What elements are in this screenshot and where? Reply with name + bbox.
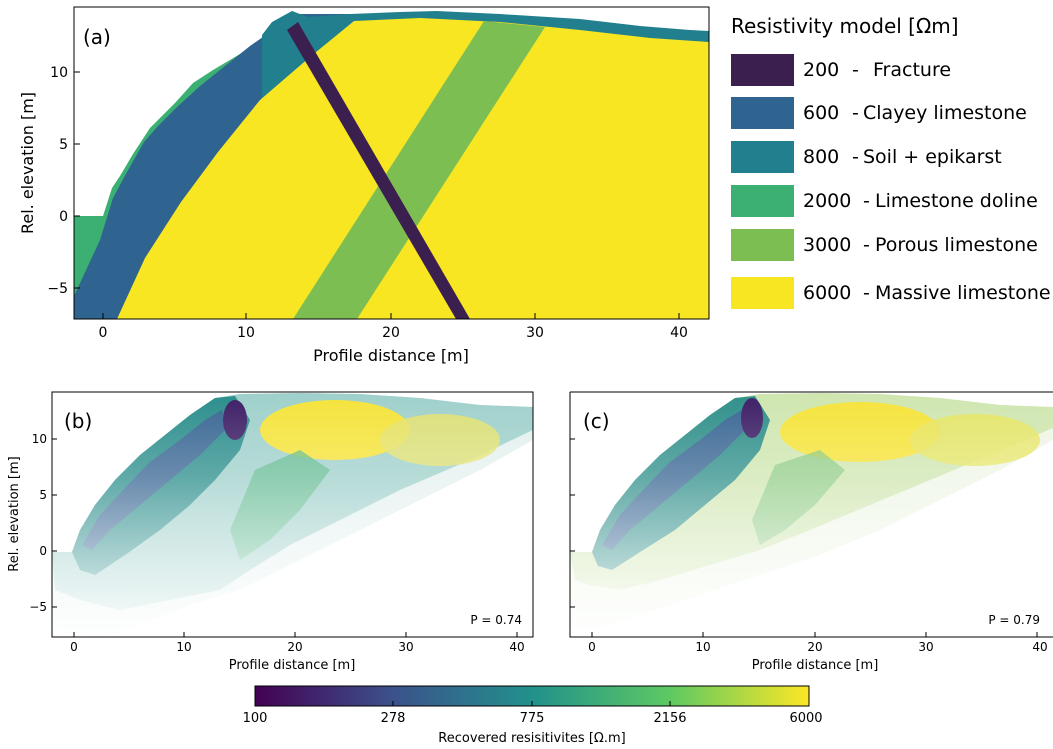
y-tick-label: 5 [39, 488, 47, 502]
inversion-result-c [570, 392, 1053, 637]
legend-value: 200 [803, 59, 839, 81]
x-tick-label: 30 [526, 325, 544, 341]
x-tick-label: 40 [670, 325, 688, 341]
legend-sep: - [852, 59, 859, 81]
panel-b: 0 10 20 30 40 10 5 0 −5 (b) P = 0.74 Pro… [7, 391, 534, 673]
legend-item-fracture: 200 - Fracture [731, 54, 951, 86]
y-axis-label: Rel. elevation [m] [7, 456, 22, 571]
x-tick-label: 20 [807, 640, 822, 654]
x-tick-label: 30 [398, 640, 413, 654]
x-tick-label: 40 [1032, 640, 1047, 654]
y-tick-label: 10 [32, 432, 47, 446]
legend-name: Clayey limestone [863, 102, 1027, 124]
panel-b-xticks: 0 10 20 30 40 [70, 632, 525, 654]
colorbar-tick-label: 278 [381, 711, 406, 726]
y-axis-label: Rel. elevation [m] [18, 92, 37, 234]
panel-c-yticks [570, 438, 575, 608]
panel-a-yticks: 10 5 0 −5 [47, 65, 80, 297]
depth-fade [52, 392, 533, 637]
x-axis-label: Profile distance [m] [229, 658, 356, 673]
goodness-annotation-b: P = 0.74 [470, 613, 522, 627]
legend-value: 6000 [803, 282, 851, 304]
legend-sep: - [863, 282, 870, 304]
legend-name: Limestone doline [875, 190, 1038, 212]
x-tick-label: 0 [588, 640, 596, 654]
y-tick-label: 5 [59, 137, 68, 153]
layer-porous-limestone [293, 21, 545, 319]
y-tick-label: 10 [50, 65, 68, 81]
legend-value: 800 [803, 146, 839, 168]
x-tick-label: 20 [287, 640, 302, 654]
legend-swatch [731, 229, 794, 261]
x-tick-label: 0 [99, 325, 108, 341]
x-axis-label: Profile distance [m] [313, 346, 469, 365]
y-tick-label: 0 [59, 209, 68, 225]
legend-sep: - [852, 102, 859, 124]
legend-item-soil-epikarst: 800 - Soil + epikarst [731, 141, 1002, 173]
legend-name: Fracture [873, 59, 951, 81]
goodness-annotation-c: P = 0.79 [988, 613, 1040, 627]
legend-sep: - [863, 234, 870, 256]
x-tick-label: 10 [695, 640, 710, 654]
y-tick-label: −5 [29, 600, 47, 614]
legend-item-clayey-limestone: 600 - Clayey limestone [731, 97, 1027, 129]
x-tick-label: 20 [382, 325, 400, 341]
legend-swatch [731, 185, 794, 217]
legend-swatch [731, 97, 794, 129]
panel-a-xticks: 0 10 20 30 40 [99, 313, 688, 341]
legend-item-limestone-doline: 2000 - Limestone doline [731, 185, 1038, 217]
colorbar-label: Recovered resisitivites [Ω.m] [438, 731, 625, 746]
x-axis-label: Profile distance [m] [752, 658, 879, 673]
legend-title: Resistivity model [Ωm] [731, 14, 959, 38]
panel-b-yticks: 10 5 0 −5 [29, 432, 57, 614]
colorbar-tick-label: 775 [520, 711, 545, 726]
layer-fracture [287, 22, 470, 319]
panel-label-a: (a) [83, 25, 111, 49]
legend-value: 3000 [803, 234, 851, 256]
x-tick-label: 30 [918, 640, 933, 654]
y-tick-label: 0 [39, 544, 47, 558]
x-tick-label: 10 [176, 640, 191, 654]
resistivity-model-plot [74, 11, 709, 319]
panel-c-xticks: 0 10 20 30 40 [588, 632, 1048, 654]
legend-name: Massive limestone [875, 282, 1051, 304]
panel-c: 0 10 20 30 40 (c) P = 0.79 Profile dista… [569, 391, 1053, 673]
colorbar: 100 278 775 2156 6000 Recovered resisiti… [243, 685, 823, 746]
legend-sep: - [863, 190, 870, 212]
legend-value: 600 [803, 102, 839, 124]
x-tick-label: 10 [237, 325, 255, 341]
y-tick-label: −5 [47, 281, 68, 297]
legend-item-massive-limestone: 6000 - Massive limestone [731, 277, 1051, 309]
x-tick-label: 0 [70, 640, 78, 654]
panel-label-c: (c) [583, 409, 610, 433]
legend-swatch [731, 54, 794, 86]
colorbar-tick-label: 100 [243, 711, 268, 726]
inversion-result-b [52, 392, 533, 637]
x-tick-label: 40 [509, 640, 524, 654]
legend: Resistivity model [Ωm] 200 - Fracture 60… [731, 14, 1051, 309]
legend-name: Soil + epikarst [863, 146, 1002, 168]
colorbar-tick-label: 6000 [789, 711, 822, 726]
panel-label-b: (b) [64, 409, 92, 433]
depth-fade [570, 392, 1053, 637]
panel-a: 0 10 20 30 40 10 5 0 −5 (a) Profile dist… [18, 6, 710, 365]
legend-swatch [731, 141, 794, 173]
legend-value: 2000 [803, 190, 851, 212]
legend-name: Porous limestone [875, 234, 1038, 256]
legend-swatch [731, 277, 794, 309]
legend-item-porous-limestone: 3000 - Porous limestone [731, 229, 1038, 261]
colorbar-tick-label: 2156 [653, 711, 686, 726]
legend-sep: - [852, 146, 859, 168]
